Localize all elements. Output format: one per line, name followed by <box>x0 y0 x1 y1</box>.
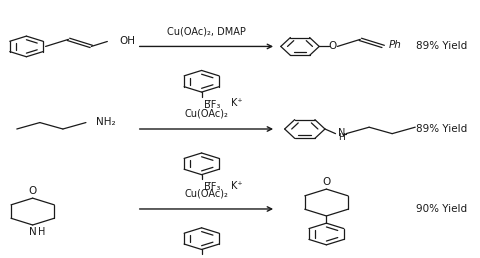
Text: OH: OH <box>120 36 135 46</box>
Text: 89% Yield: 89% Yield <box>416 42 467 51</box>
Text: O: O <box>328 41 337 51</box>
Text: K⁺: K⁺ <box>231 181 243 191</box>
Text: H: H <box>37 227 45 237</box>
Text: Cu(OAc)₂, DMAP: Cu(OAc)₂, DMAP <box>167 26 246 36</box>
Text: 89% Yield: 89% Yield <box>416 124 467 134</box>
Text: O: O <box>322 176 331 187</box>
Text: N: N <box>29 227 36 237</box>
Text: N: N <box>338 128 345 138</box>
Text: Cu(OAc)₂: Cu(OAc)₂ <box>184 109 228 119</box>
Text: 90% Yield: 90% Yield <box>416 204 467 214</box>
Text: Ph: Ph <box>389 40 402 50</box>
Text: K⁺: K⁺ <box>231 98 243 108</box>
Text: B̅F₃: B̅F₃ <box>204 100 220 110</box>
Text: O: O <box>28 186 37 196</box>
Text: B̅F₃: B̅F₃ <box>204 182 220 192</box>
Text: NH₂: NH₂ <box>96 117 116 127</box>
Text: Cu(OAc)₂: Cu(OAc)₂ <box>184 188 228 198</box>
Text: B(OH)₂: B(OH)₂ <box>204 257 237 258</box>
Text: H: H <box>338 133 345 142</box>
